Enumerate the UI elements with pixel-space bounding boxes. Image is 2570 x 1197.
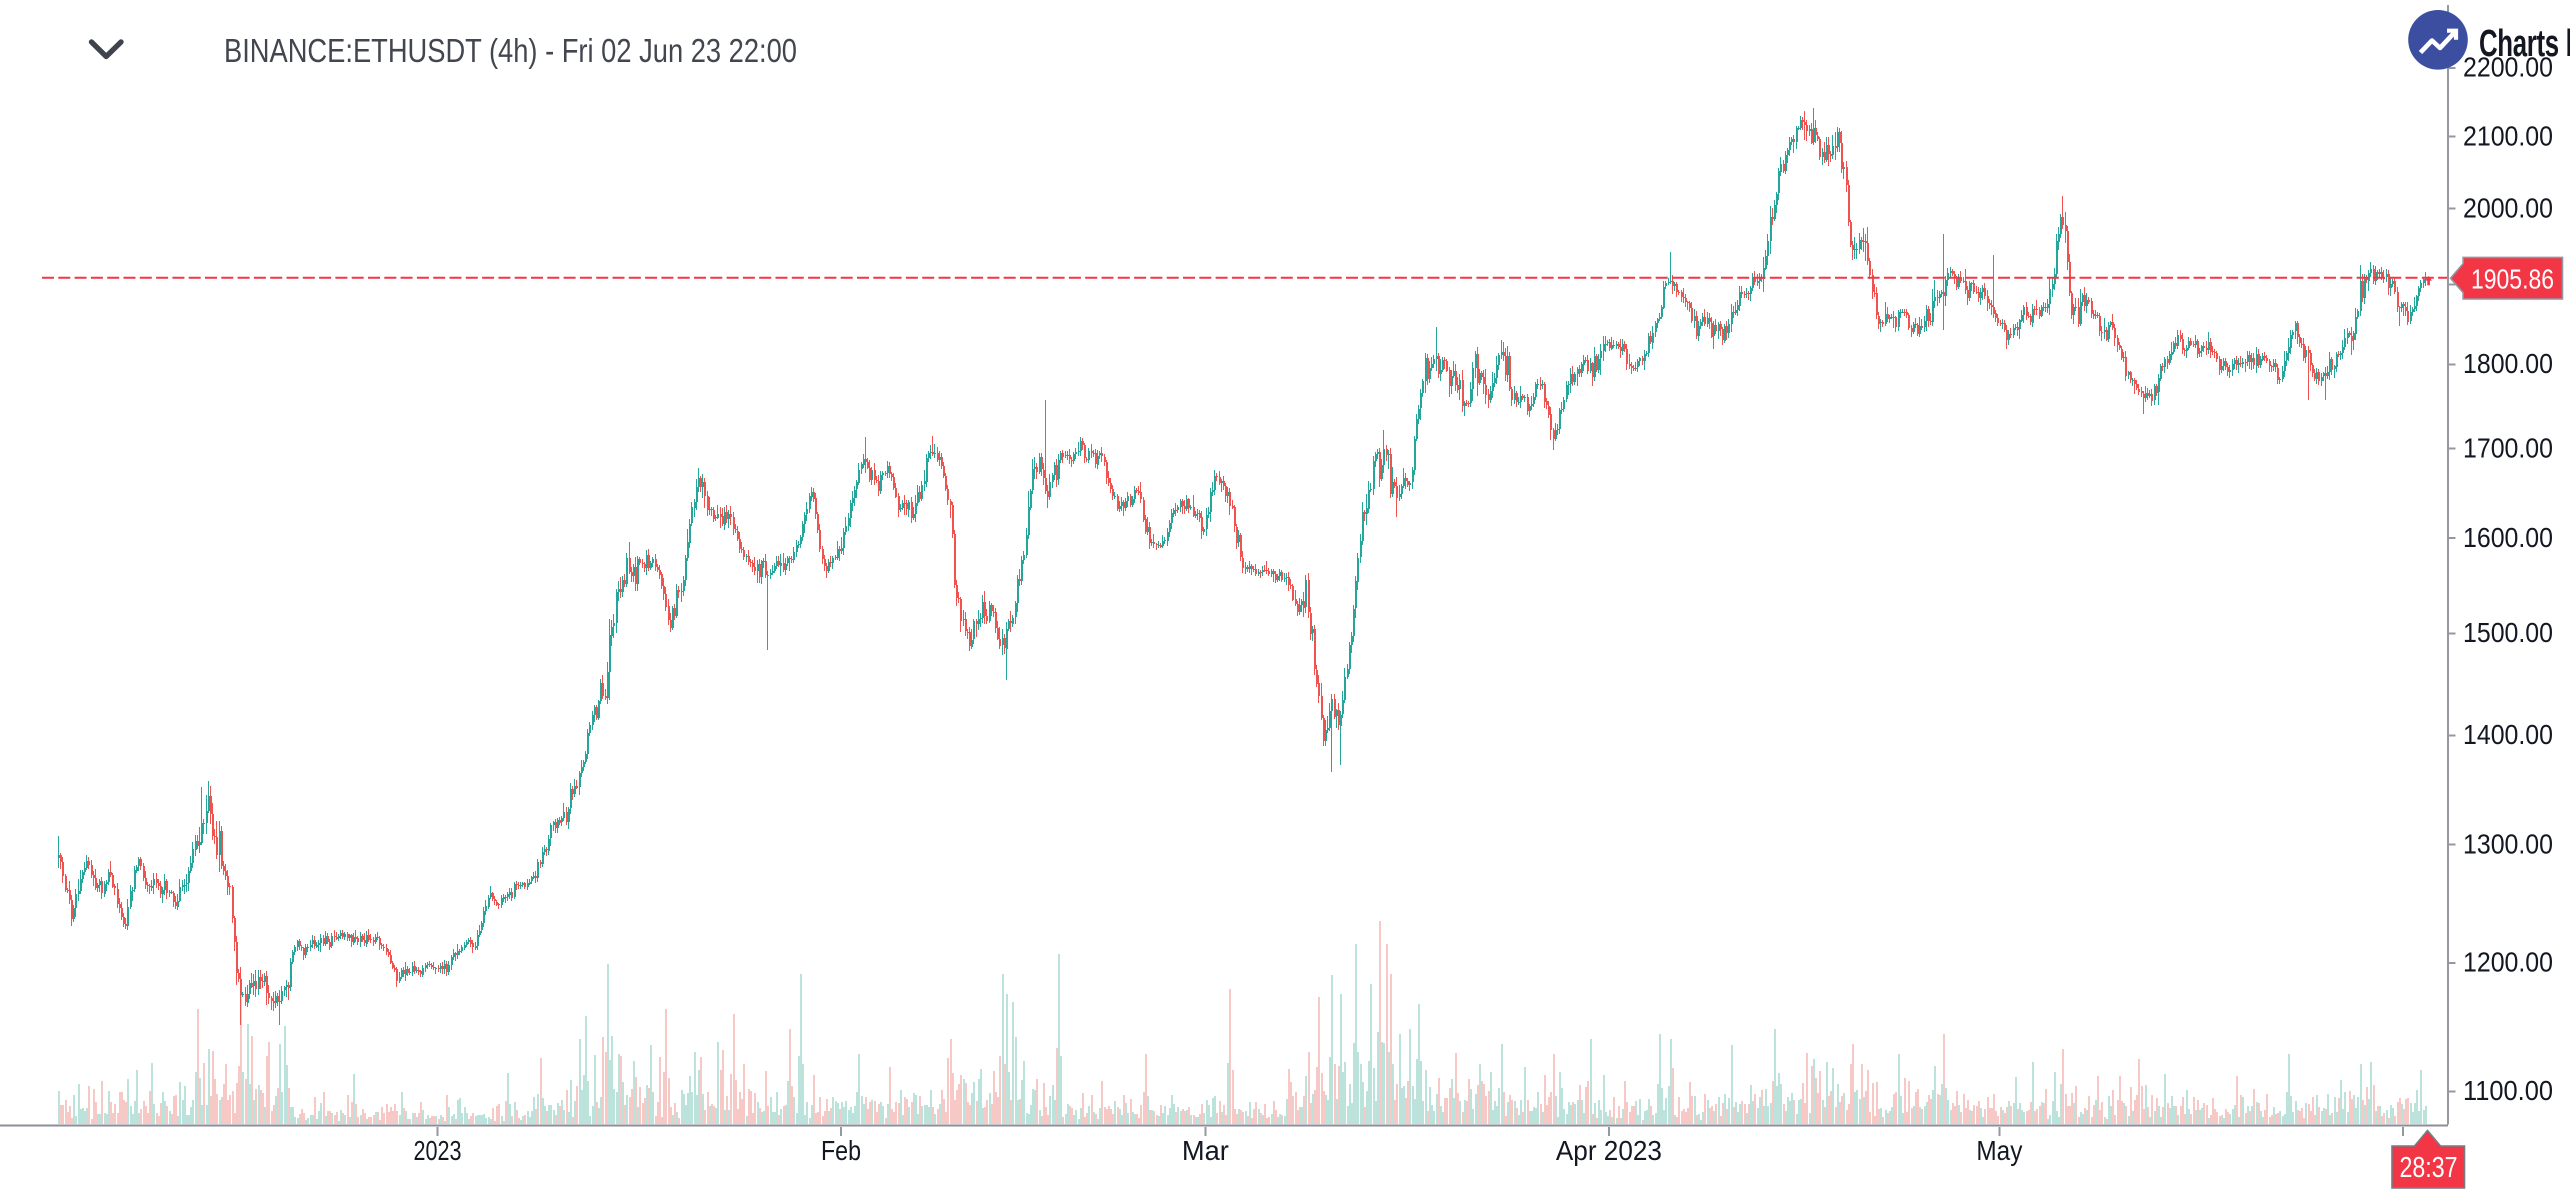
svg-text:BINANCE:ETHUSDT (4h) - Fri 02: BINANCE:ETHUSDT (4h) - Fri 02 Jun 23 22:… <box>224 32 797 69</box>
svg-text:1300.00: 1300.00 <box>2463 828 2553 859</box>
svg-text:Charts b: Charts b <box>2479 23 2570 65</box>
svg-text:Feb: Feb <box>821 1135 861 1166</box>
svg-text:May: May <box>1976 1135 2022 1166</box>
svg-text:1500.00: 1500.00 <box>2463 617 2553 648</box>
svg-text:1100.00: 1100.00 <box>2463 1075 2553 1106</box>
svg-text:Apr 2023: Apr 2023 <box>1556 1135 1662 1166</box>
svg-text:1700.00: 1700.00 <box>2463 432 2553 463</box>
svg-text:1200.00: 1200.00 <box>2463 947 2553 978</box>
svg-text:2100.00: 2100.00 <box>2463 120 2553 151</box>
svg-text:1905.86: 1905.86 <box>2471 263 2554 294</box>
svg-text:1400.00: 1400.00 <box>2463 719 2553 750</box>
svg-text:2023: 2023 <box>414 1135 462 1166</box>
svg-text:Mar: Mar <box>1182 1135 1229 1166</box>
svg-text:2200.00: 2200.00 <box>2463 52 2553 83</box>
svg-text:28:37: 28:37 <box>2400 1152 2458 1184</box>
svg-text:1800.00: 1800.00 <box>2463 348 2553 379</box>
svg-text:2000.00: 2000.00 <box>2463 192 2553 223</box>
svg-text:1600.00: 1600.00 <box>2463 522 2553 553</box>
